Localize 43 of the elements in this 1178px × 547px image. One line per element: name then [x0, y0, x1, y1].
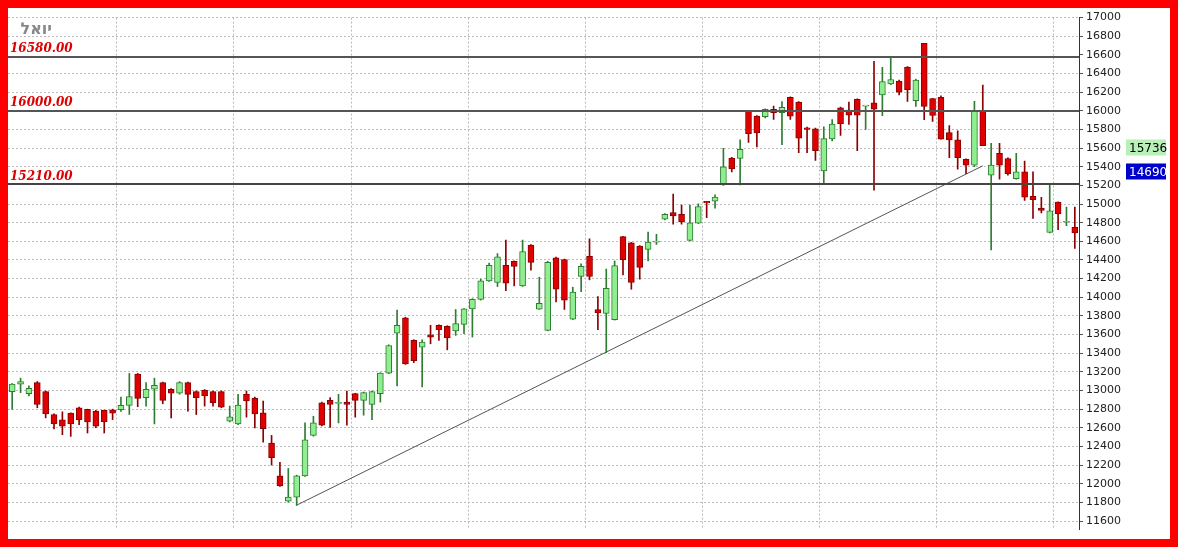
y-tick-label: 14400 [1086, 252, 1122, 266]
y-tick-label: 13600 [1086, 327, 1122, 341]
y-tick-label: 14200 [1086, 271, 1122, 285]
y-tick-label: 12800 [1086, 402, 1122, 415]
y-tick-label: 12200 [1086, 457, 1122, 471]
ref-line-label: 16000.00 [10, 94, 74, 109]
y-tick-label: 11600 [1086, 513, 1122, 527]
y-tick-label: 13400 [1086, 346, 1122, 360]
y-tick-label: 13800 [1086, 308, 1122, 322]
y-tick-label: 12600 [1086, 420, 1122, 434]
candlestick [945, 125, 953, 159]
candlestick [887, 57, 895, 86]
y-tick-label: 11800 [1086, 495, 1122, 509]
y-tick-label: 13000 [1086, 383, 1122, 397]
y-tick-label: 17000 [1086, 10, 1122, 24]
y-tick-label: 13200 [1086, 364, 1122, 378]
candlestick [1012, 153, 1020, 180]
y-tick-label: 12400 [1086, 439, 1122, 453]
ref-line-label: 15210.00 [10, 168, 74, 183]
ref-line-label: 16580.00 [10, 40, 74, 55]
y-tick-label: 15000 [1086, 196, 1122, 210]
candlestick [126, 373, 133, 415]
text: 14690 [1129, 164, 1168, 179]
y-tick-label: 15600 [1086, 140, 1122, 154]
candlestick [669, 193, 677, 225]
candlestick [167, 388, 175, 419]
candlestick [535, 276, 543, 310]
text: 15736 [1129, 140, 1168, 155]
y-tick-label: 14000 [1086, 290, 1122, 304]
y-tick-label: 16000 [1086, 103, 1122, 117]
candlestick [803, 126, 811, 153]
y-tick-label: 16400 [1086, 66, 1122, 80]
y-tick-label: 16600 [1086, 47, 1122, 61]
y-tick-label: 16800 [1086, 29, 1122, 43]
y-tick-label: 12000 [1086, 476, 1122, 490]
chart-title: יואל [20, 18, 52, 38]
y-tick-label: 15400 [1086, 159, 1122, 173]
y-tick-label: 15200 [1086, 178, 1122, 192]
candlestick [326, 397, 334, 428]
y-tick-label: 15800 [1086, 122, 1122, 136]
y-tick-label: 14600 [1086, 234, 1122, 248]
y-tick-label: 16200 [1086, 85, 1122, 99]
y-tick-label: 14800 [1086, 215, 1122, 229]
